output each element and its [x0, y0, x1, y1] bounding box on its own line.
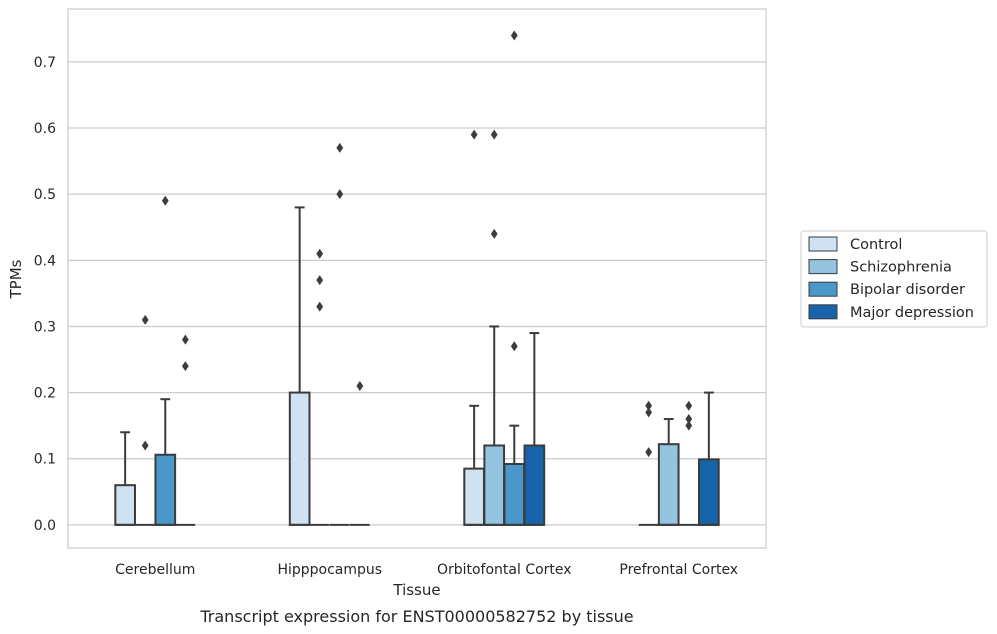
boxes	[114, 206, 720, 526]
outlier-point	[141, 440, 149, 451]
outlier-point	[316, 275, 324, 286]
legend-swatch	[808, 236, 838, 252]
y-tick-label: 0.1	[34, 452, 56, 468]
outlier-point	[356, 380, 364, 391]
box	[483, 325, 506, 526]
outlier-point	[510, 341, 518, 352]
x-axis-ticks: Cerebellum Hipppocampus Orbitofontal Corte…	[115, 562, 738, 578]
box	[657, 418, 680, 526]
box-body	[288, 391, 311, 526]
plot-frame	[67, 8, 767, 549]
outlier-point	[490, 228, 498, 239]
y-tick-label: 0.0	[34, 518, 56, 534]
outlier-point	[336, 189, 344, 200]
y-tick-label: 0.5	[34, 187, 56, 203]
outlier-point	[685, 420, 693, 431]
box	[463, 404, 485, 526]
outlier-point	[316, 301, 324, 312]
box-body	[463, 467, 485, 526]
y-tick-label: 0.7	[34, 55, 56, 71]
y-axis-ticks: 0.0 0.1 0.2 0.3 0.4 0.5 0.6 0.7	[34, 55, 56, 534]
outliers	[141, 30, 693, 458]
gridlines	[68, 61, 766, 526]
x-tick-label: Prefrontal Cortex	[619, 562, 738, 578]
box-body	[114, 484, 136, 526]
legend: Control Schizophrenia Bipolar disorder Majo…	[800, 230, 988, 328]
y-axis-label: TPMs	[7, 259, 25, 299]
legend-label: Control	[850, 237, 902, 253]
outlier-point	[181, 361, 189, 372]
box-body	[657, 443, 680, 526]
outlier-point	[316, 248, 324, 259]
outlier-point	[645, 407, 653, 418]
y-tick-label: 0.2	[34, 386, 56, 402]
chart-caption: Transcript expression for ENST0000058275…	[199, 607, 633, 626]
legend-swatch	[808, 304, 838, 320]
legend-label: Schizophrenia	[850, 260, 952, 276]
box	[503, 424, 526, 526]
box-body	[698, 458, 720, 526]
y-tick-label: 0.3	[34, 319, 56, 335]
legend-swatch	[808, 281, 838, 297]
box	[698, 391, 720, 526]
box-body	[154, 453, 177, 526]
outlier-point	[645, 400, 653, 411]
x-axis-label: Tissue	[392, 581, 440, 599]
outlier-point	[510, 30, 518, 41]
box	[154, 398, 177, 526]
box-body	[483, 444, 506, 526]
legend-swatch	[808, 259, 838, 275]
x-tick-label: Cerebellum	[115, 562, 195, 578]
outlier-point	[161, 195, 169, 206]
outlier-point	[685, 414, 693, 425]
outlier-point	[470, 129, 478, 140]
box-body	[503, 463, 526, 526]
outlier-point	[645, 447, 653, 458]
outlier-point	[141, 314, 149, 325]
box	[523, 332, 546, 526]
legend-frame	[800, 230, 988, 328]
outlier-point	[336, 142, 344, 153]
box-body	[523, 444, 546, 526]
y-tick-label: 0.6	[34, 121, 56, 137]
box	[288, 206, 311, 526]
box	[114, 431, 136, 526]
outlier-point	[490, 129, 498, 140]
x-tick-label: Hipppocampus	[277, 562, 382, 578]
outlier-point	[685, 400, 693, 411]
y-tick-label: 0.4	[34, 253, 56, 269]
legend-label: Major depression	[850, 305, 974, 321]
x-tick-label: Orbitofontal Cortex	[437, 562, 572, 578]
legend-label: Bipolar disorder	[850, 282, 965, 298]
outlier-point	[181, 334, 189, 345]
